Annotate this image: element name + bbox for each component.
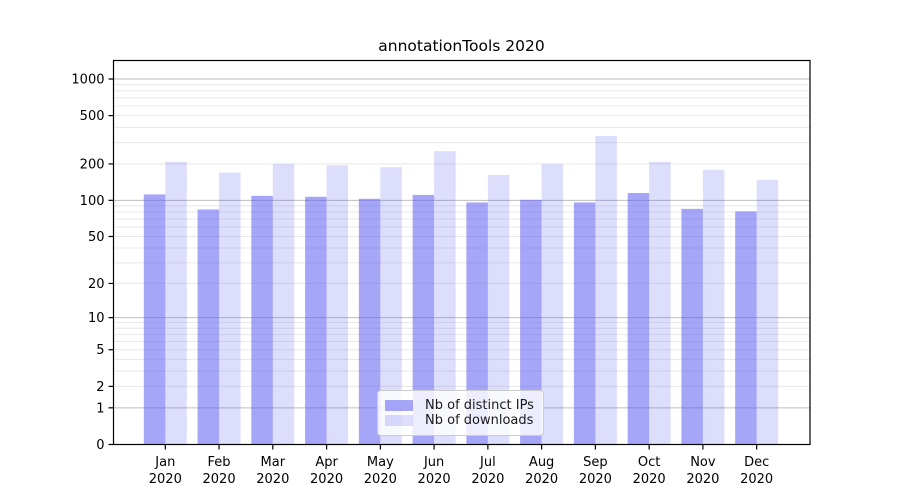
x-tick-label-year: 2020 xyxy=(310,472,343,487)
bar-ips-may xyxy=(358,198,381,445)
bar-ips-jan xyxy=(143,194,166,445)
x-tick-label-month: Oct xyxy=(638,455,660,470)
y-tick-label: 200 xyxy=(80,157,105,172)
y-tick-label: 1 xyxy=(96,401,104,416)
bar-downloads-jun xyxy=(434,151,456,445)
y-tick-label: 2 xyxy=(96,380,104,395)
legend-label-downloads: Nb of downloads xyxy=(425,413,534,428)
bar-downloads-apr xyxy=(326,165,349,445)
x-tick-label-month: Aug xyxy=(529,455,554,470)
chart-title: annotationTools 2020 xyxy=(378,37,545,55)
x-tick-label-month: Mar xyxy=(261,455,286,470)
bar-ips-dec xyxy=(735,211,757,445)
bar-ips-mar xyxy=(251,195,273,445)
bar-downloads-nov xyxy=(702,169,725,445)
bar-ips-jul xyxy=(466,202,488,445)
x-tick-label-month: Jan xyxy=(154,455,175,470)
x-tick-label-year: 2020 xyxy=(633,472,666,487)
legend-item-distinct-ips: Nb of distinct IPs xyxy=(385,398,534,413)
y-tick-label: 0 xyxy=(96,438,104,453)
bar-downloads-aug xyxy=(541,164,564,445)
bar-downloads-sep xyxy=(595,135,617,445)
bar-downloads-dec xyxy=(756,179,779,445)
legend-swatch-distinct-ips xyxy=(385,400,413,411)
x-tick-label-year: 2020 xyxy=(418,472,451,487)
plot-border xyxy=(112,59,811,446)
bar-downloads-jul xyxy=(487,175,510,445)
y-tick-label: 1000 xyxy=(71,73,104,88)
legend: Nb of distinct IPs Nb of downloads xyxy=(377,390,544,436)
x-tick-label-month: Jul xyxy=(479,455,496,470)
bar-ips-oct xyxy=(627,193,650,445)
legend-label-distinct-ips: Nb of distinct IPs xyxy=(425,398,534,413)
x-tick-label-month: Nov xyxy=(690,455,716,470)
x-tick-label-year: 2020 xyxy=(364,472,397,487)
bar-downloads-jan xyxy=(165,161,187,445)
x-tick-label-year: 2020 xyxy=(686,472,719,487)
bar-downloads-oct xyxy=(649,161,671,445)
x-tick-label-month: Jun xyxy=(423,455,444,470)
bar-ips-apr xyxy=(305,196,327,445)
x-tick-label-month: Apr xyxy=(315,455,338,470)
x-tick-label-month: May xyxy=(367,455,394,470)
y-tick-label: 100 xyxy=(80,194,105,209)
x-tick-label-month: Feb xyxy=(208,455,231,470)
x-tick-label-year: 2020 xyxy=(471,472,504,487)
y-tick-label: 5 xyxy=(96,343,104,358)
x-tick-label-year: 2020 xyxy=(256,472,289,487)
x-tick-label-year: 2020 xyxy=(525,472,558,487)
bar-downloads-may xyxy=(380,167,402,445)
x-tick-label-year: 2020 xyxy=(149,472,182,487)
x-tick-label-year: 2020 xyxy=(740,472,773,487)
bar-ips-nov xyxy=(681,208,703,445)
y-tick-label: 500 xyxy=(80,109,105,124)
bar-ips-aug xyxy=(520,199,542,445)
bar-ips-sep xyxy=(573,202,596,445)
bar-ips-feb xyxy=(197,209,220,445)
y-tick-label: 20 xyxy=(88,277,105,292)
bar-downloads-feb xyxy=(219,172,241,445)
bar-downloads-mar xyxy=(272,163,295,445)
x-tick-label-year: 2020 xyxy=(203,472,236,487)
y-tick-label: 50 xyxy=(88,230,105,245)
y-tick-label: 10 xyxy=(88,311,105,326)
legend-item-downloads: Nb of downloads xyxy=(385,413,533,428)
bar-ips-jun xyxy=(412,194,435,445)
x-tick-label-year: 2020 xyxy=(579,472,612,487)
x-tick-label-month: Dec xyxy=(744,455,769,470)
x-tick-label-month: Sep xyxy=(583,455,608,470)
legend-swatch-downloads xyxy=(385,415,413,426)
